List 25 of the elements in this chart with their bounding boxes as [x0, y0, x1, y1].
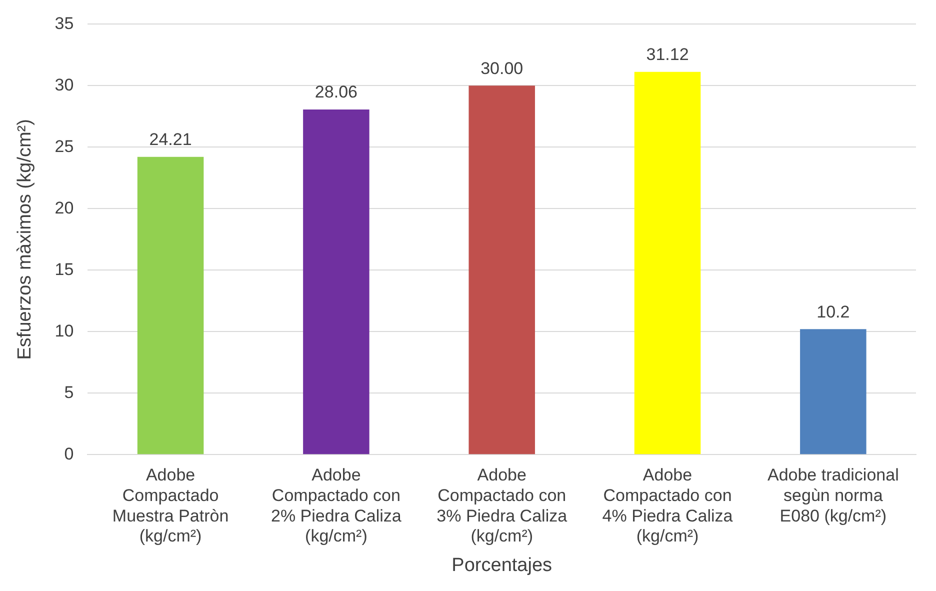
y-tick-label: 35 [54, 14, 74, 33]
x-tick-label: Adobe tradicional segùn norma E080 (kg/cm²) [767, 465, 899, 526]
bar [468, 86, 535, 454]
y-axis-title: Esfuerzos màximos (kg/cm²) [14, 119, 36, 360]
data-label: 10.2 [816, 302, 850, 322]
data-label: 24.21 [149, 130, 192, 150]
bar [634, 72, 701, 454]
y-tick-label: 30 [54, 75, 74, 94]
bar [303, 110, 370, 454]
y-tick-label: 20 [54, 198, 74, 218]
data-label: 28.06 [314, 82, 358, 102]
data-label: 30.00 [480, 58, 524, 78]
x-tick-label: Adobe Compactado Muestra Patròn (kg/cm²) [112, 465, 229, 546]
y-tick-label: 15 [54, 260, 74, 279]
x-tick-label: Adobe Compactado con 2% Piedra Caliza (kg/cm²) [270, 465, 402, 546]
bar [137, 156, 204, 454]
x-tick-label: Adobe Compactado con 4% Piedra Caliza (kg/cm²) [602, 465, 734, 546]
y-tick-label: 0 [64, 444, 74, 464]
x-axis-title: Porcentajes [452, 554, 552, 576]
bar [800, 329, 866, 454]
y-tick-label: 5 [64, 382, 74, 402]
x-tick-label: Adobe Compactado con 3% Piedra Caliza (kg/cm²) [436, 465, 568, 546]
y-tick-label: 10 [54, 321, 74, 340]
data-label: 31.12 [646, 45, 689, 64]
y-tick-label: 25 [54, 136, 74, 156]
